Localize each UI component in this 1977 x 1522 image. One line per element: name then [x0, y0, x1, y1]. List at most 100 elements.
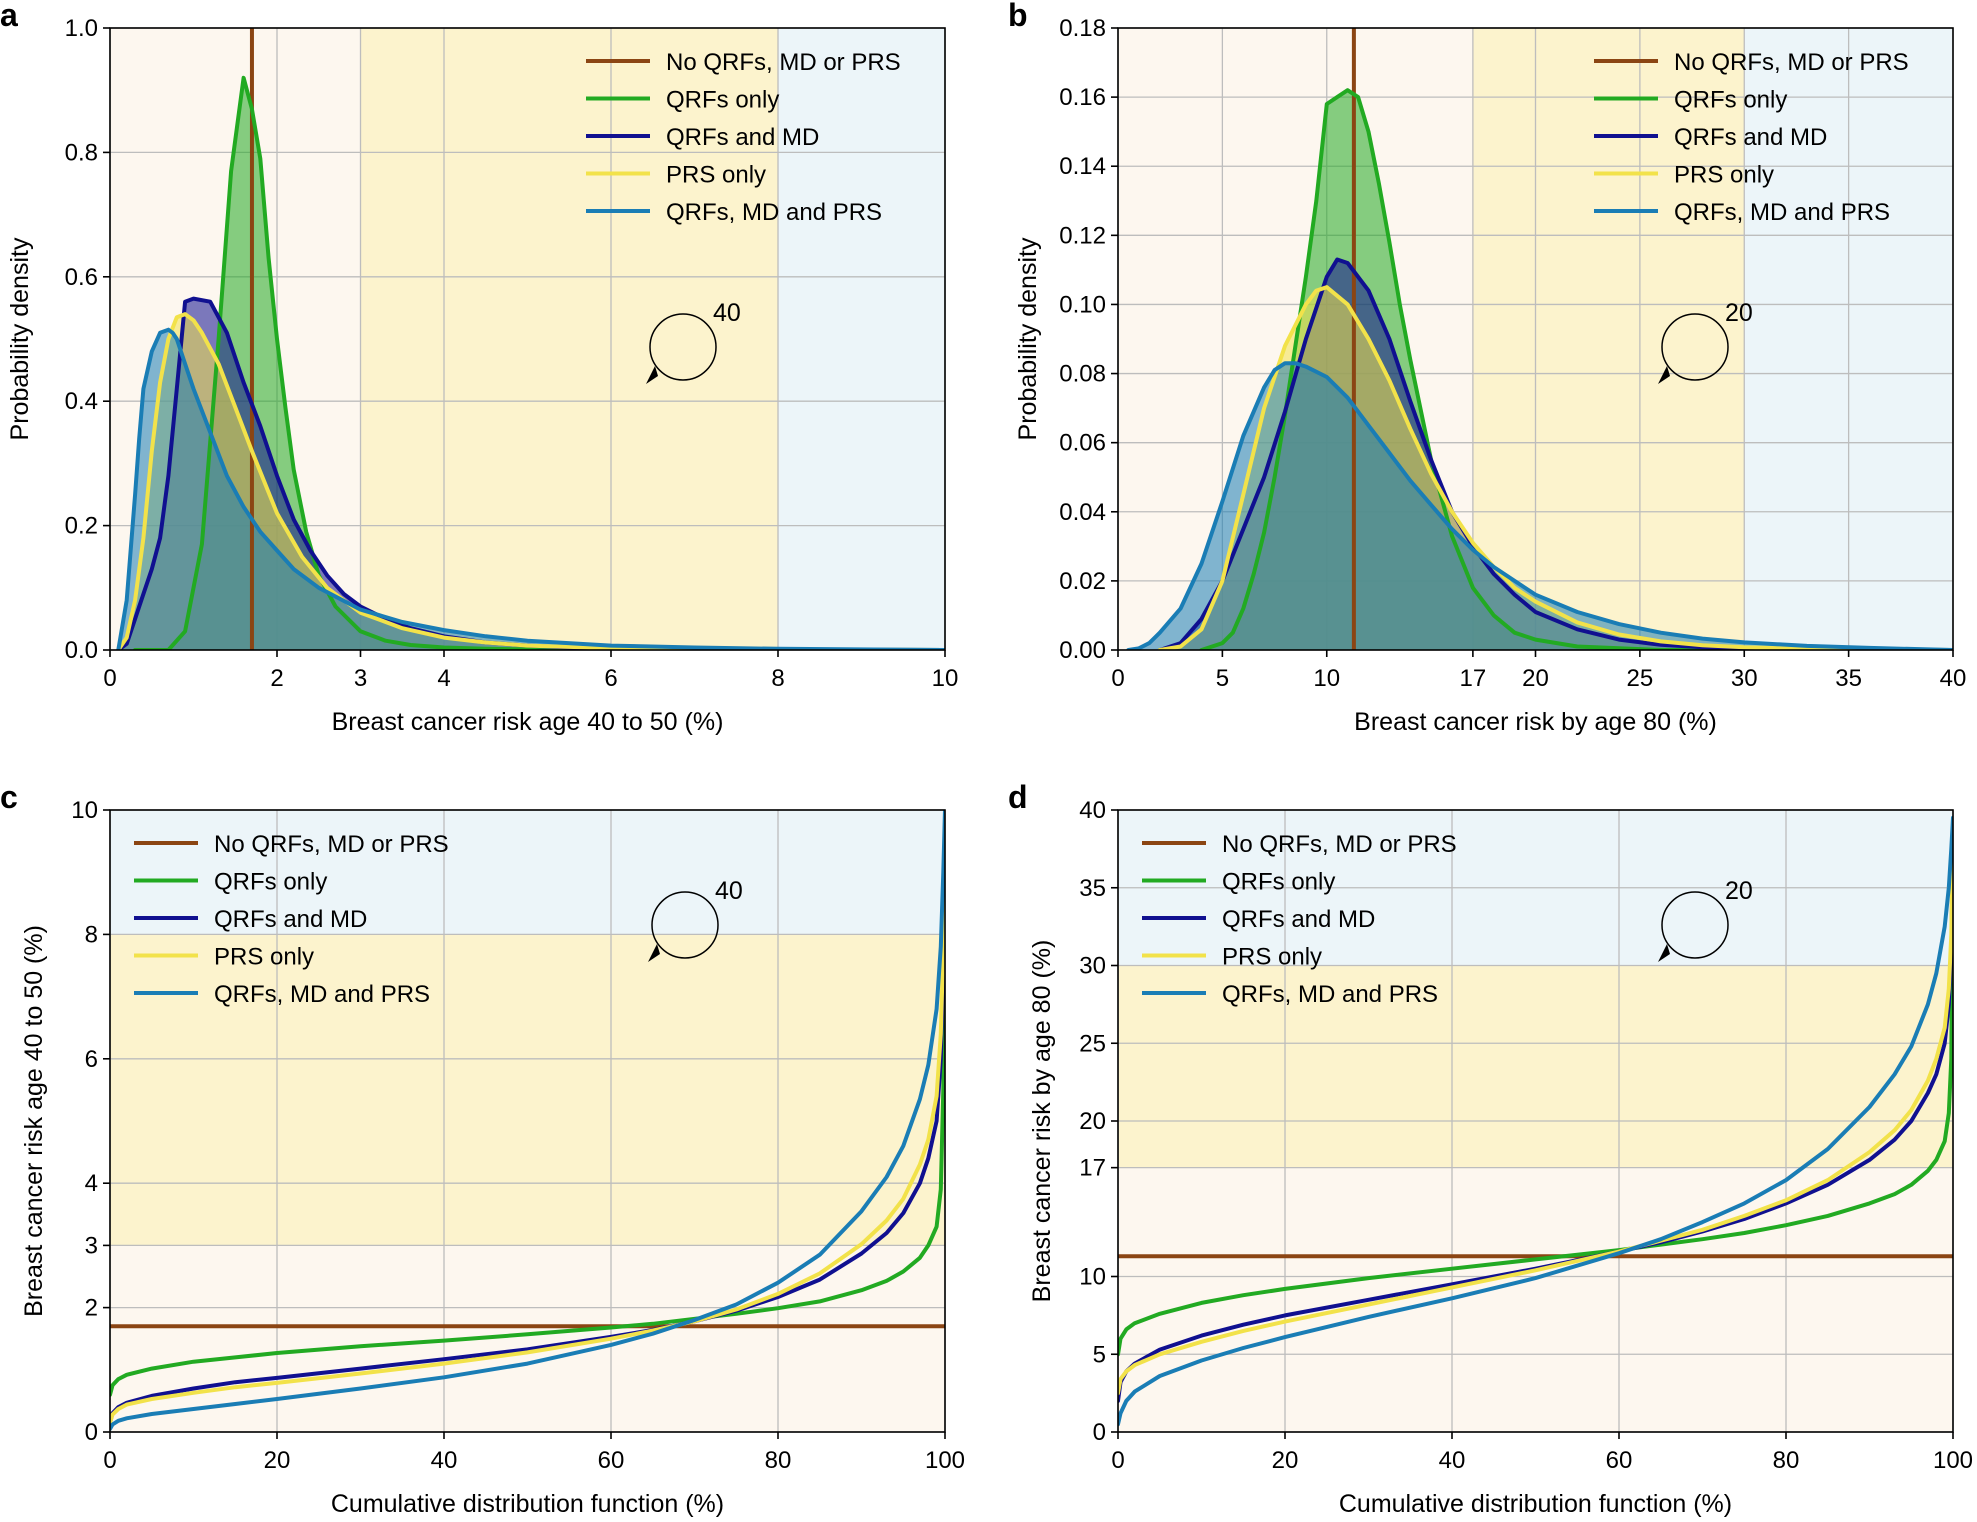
y-tick-label: 0.08	[1059, 361, 1106, 388]
arrowhead-icon	[1658, 366, 1670, 384]
x-tick-label: 100	[925, 1447, 965, 1474]
x-tick-label: 0	[1111, 665, 1124, 692]
risk-band-low	[1118, 1167, 1953, 1432]
y-tick-label: 10	[71, 797, 98, 824]
series-line-qrf_only	[1199, 88, 1953, 650]
y-axis-label: Probability density	[1014, 237, 1042, 440]
plot-area	[1126, 28, 1953, 650]
x-tick-label: 100	[1933, 1447, 1973, 1474]
risk-band-mid	[360, 28, 778, 650]
y-tick-label: 3	[85, 1232, 98, 1259]
rotation-circle-icon	[1661, 313, 1729, 381]
y-tick-label: 10	[1079, 1264, 1106, 1291]
plot-area	[116, 28, 945, 650]
series-line-prs_only	[116, 312, 945, 650]
axis-ticks	[103, 27, 946, 657]
series-lines	[1118, 815, 1953, 1427]
x-tick-label: 5	[1216, 665, 1229, 692]
legend-label: No QRFs, MD or PRS	[214, 831, 449, 858]
panel-b: 0 5 10 17 20 25 30 35 40 0.00 0.02 0.04 0.06 0.08 0.10…	[1008, 0, 1966, 736]
series-line-qrf_only	[110, 820, 945, 1397]
area-fill-qrf_md_prs	[1128, 363, 1953, 650]
series-line-qrf_md_prs	[1126, 361, 1953, 650]
x-tick-label: 40	[431, 1447, 458, 1474]
y-tick-label: 0.8	[65, 139, 98, 166]
rotation-circle-icon	[651, 891, 719, 959]
legend-label: QRFs and MD	[214, 906, 367, 933]
rotation-symbol-label: 40	[715, 877, 743, 905]
y-tick-label: 20	[1079, 1108, 1106, 1135]
y-tick-label: 4	[85, 1170, 98, 1197]
series-lines	[116, 75, 945, 650]
tick-labels: 0 20 40 60 80 100 0 2 3 4 6 8 10	[71, 797, 965, 1474]
legend-label: QRFs only	[214, 869, 327, 896]
y-tick-label: 1.0	[65, 15, 98, 42]
x-tick-label: 20	[264, 1447, 291, 1474]
rotation-symbol-label: 20	[1725, 877, 1753, 905]
y-tick-label: 0	[85, 1419, 98, 1446]
x-tick-label: 6	[604, 665, 617, 692]
y-tick-label: 0.2	[65, 513, 98, 540]
y-tick-label: 25	[1079, 1030, 1106, 1057]
y-tick-label: 35	[1079, 875, 1106, 902]
legend-label: No QRFs, MD or PRS	[1222, 831, 1457, 858]
rotation-circle-icon	[1661, 891, 1729, 959]
y-axis-label: Probability density	[6, 237, 34, 440]
series-line-prs_only	[1157, 285, 1953, 650]
x-tick-label: 0	[103, 1447, 116, 1474]
panel-d: 0 20 40 60 80 100 0 5 10 17 20 25 30 35 40 Cumulative d…	[1008, 779, 1973, 1518]
axis-ticks	[103, 809, 946, 1439]
y-tick-label: 0	[1093, 1419, 1106, 1446]
y-axis-label: Breast cancer risk by age 80 (%)	[1028, 940, 1056, 1303]
legend-label: QRFs, MD and PRS	[1674, 199, 1890, 226]
y-tick-label: 8	[85, 921, 98, 948]
legend-label: QRFs only	[666, 87, 779, 114]
legend-label: QRFs only	[1222, 869, 1335, 896]
x-tick-label: 35	[1835, 665, 1862, 692]
axis-ticks	[1111, 27, 1954, 657]
series-line-qrf_md	[1157, 257, 1953, 650]
legend-label: QRFs, MD and PRS	[666, 199, 882, 226]
y-tick-label: 5	[1093, 1341, 1106, 1368]
tick-labels: 0 20 40 60 80 100 0 5 10 17 20 25 30 35 40	[1079, 797, 1973, 1474]
y-tick-label: 0.14	[1059, 153, 1106, 180]
legend-label: PRS only	[666, 162, 766, 189]
plot-area	[1118, 815, 1953, 1427]
x-axis-label: Breast cancer risk by age 80 (%)	[1354, 708, 1717, 736]
rotation-symbol: 20	[1658, 877, 1753, 962]
axis-ticks	[1111, 809, 1954, 1439]
x-axis-label: Breast cancer risk age 40 to 50 (%)	[332, 708, 724, 736]
x-tick-label: 60	[598, 1447, 625, 1474]
rotation-symbol-label: 20	[1725, 299, 1753, 327]
legend-label: QRFs and MD	[666, 124, 819, 151]
series-line-qrf_only	[1118, 823, 1953, 1357]
legend-label: No QRFs, MD or PRS	[666, 49, 901, 76]
y-tick-label: 40	[1079, 797, 1106, 824]
tick-labels: 0 5 10 17 20 25 30 35 40 0.00 0.02 0.04 0.06 0.08 0.10…	[1059, 15, 1966, 692]
x-tick-label: 60	[1606, 1447, 1633, 1474]
series-line-qrf_md_prs	[110, 810, 945, 1431]
x-tick-label: 2	[270, 665, 283, 692]
background-bands	[110, 810, 945, 1432]
legend-label: QRFs and MD	[1674, 124, 1827, 151]
x-tick-label: 20	[1272, 1447, 1299, 1474]
rotation-symbol: 40	[646, 299, 741, 384]
x-tick-label: 20	[1522, 665, 1549, 692]
y-tick-label: 0.00	[1059, 637, 1106, 664]
arrowhead-icon	[646, 366, 658, 384]
x-tick-label: 40	[1439, 1447, 1466, 1474]
series-line-qrf_md_prs	[1118, 815, 1953, 1427]
x-tick-label: 8	[771, 665, 784, 692]
x-tick-label: 4	[437, 665, 450, 692]
panel-label: b	[1008, 0, 1028, 33]
legend-label: PRS only	[1222, 944, 1322, 971]
x-axis-label: Cumulative distribution function (%)	[1339, 1490, 1732, 1518]
legend-label: PRS only	[1674, 162, 1774, 189]
y-tick-label: 30	[1079, 953, 1106, 980]
x-tick-label: 0	[103, 665, 116, 692]
series-line-qrf_md_prs	[116, 327, 945, 650]
density-fills	[1128, 90, 1953, 650]
rotation-symbol-label: 40	[713, 299, 741, 327]
plot-frame	[109, 809, 946, 1433]
